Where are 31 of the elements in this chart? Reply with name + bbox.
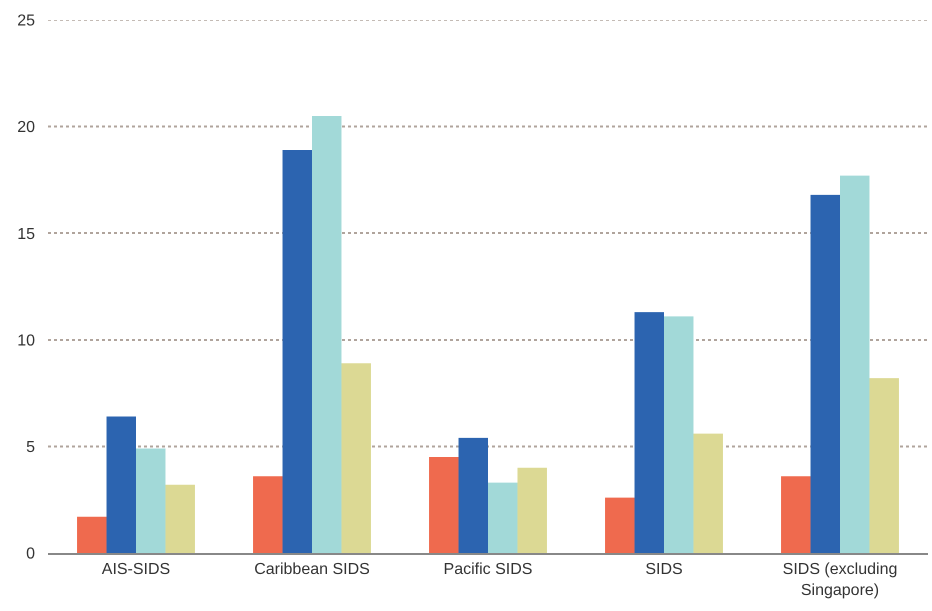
bar: [136, 448, 166, 553]
x-tick-label: AIS-SIDS: [102, 561, 170, 578]
bar: [312, 116, 342, 553]
bar: [341, 363, 371, 553]
bar: [693, 434, 723, 553]
y-tick-label: 0: [26, 546, 36, 563]
bar: [282, 150, 312, 553]
bar: [840, 176, 870, 553]
bar: [106, 416, 136, 553]
x-tick-label: SIDS (excluding Singapore): [782, 561, 898, 599]
bar: [869, 378, 899, 553]
x-tick-label: SIDS: [645, 561, 683, 578]
x-tick-label: Caribbean SIDS: [254, 561, 370, 578]
bar: [77, 516, 107, 553]
y-tick-label: 5: [26, 439, 36, 456]
y-tick-label: 15: [17, 226, 36, 243]
bar: [253, 476, 283, 553]
x-tick-label: Pacific SIDS: [444, 561, 532, 578]
bar: [634, 312, 664, 553]
y-tick-label: 25: [17, 12, 36, 30]
bar: [605, 498, 635, 553]
bar: [429, 457, 459, 553]
bar: [458, 438, 488, 553]
bar: [664, 316, 694, 553]
y-tick-label: 10: [17, 332, 36, 350]
bar: [810, 194, 840, 553]
bar: [517, 468, 547, 553]
bar: [488, 482, 518, 553]
bar: [781, 476, 811, 553]
y-tick-label: 20: [17, 119, 36, 136]
bar: [165, 484, 195, 553]
